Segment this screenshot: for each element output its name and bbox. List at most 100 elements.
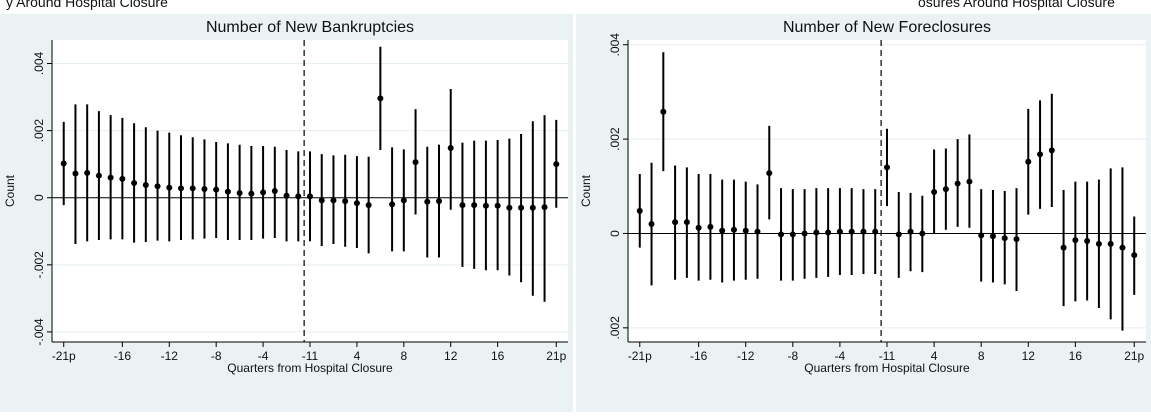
estimate-point xyxy=(1131,252,1138,259)
estimate-point xyxy=(872,228,879,235)
estimate-point xyxy=(518,204,525,211)
estimate-point xyxy=(836,228,843,235)
estimate-point xyxy=(1084,238,1091,245)
y-axis-label: Count xyxy=(579,174,593,207)
estimate-point xyxy=(1013,236,1020,243)
x-tick-label: -12 xyxy=(161,349,179,363)
estimate-point xyxy=(529,204,536,211)
estimate-point xyxy=(931,188,938,195)
estimate-point xyxy=(1119,244,1126,251)
estimate-point xyxy=(131,179,138,186)
estimate-point xyxy=(1037,151,1044,158)
bankruptcies-chart: Number of New Bankruptcies -.004 -.002 0 .00… xyxy=(3,19,568,375)
x-axis-label: Quarters from Hospital Closure xyxy=(227,361,393,375)
estimate-point xyxy=(283,192,290,199)
header-left-fragment: y Around Hospital Closure xyxy=(6,0,168,10)
estimate-point xyxy=(447,145,454,152)
estimate-point xyxy=(966,178,973,185)
x-tick-label: 16 xyxy=(1069,349,1083,363)
estimate-point xyxy=(295,193,302,200)
estimate-point xyxy=(778,231,785,238)
foreclosures-panel: Number of New Foreclosures .002 0 .002 .004 C… xyxy=(576,14,1151,412)
y-tick-label: .002 xyxy=(32,119,46,143)
estimate-point xyxy=(989,233,996,240)
estimate-point xyxy=(95,172,102,179)
y-tick-label: .002 xyxy=(608,127,622,151)
estimate-point xyxy=(895,231,902,238)
estimate-point xyxy=(166,184,173,191)
estimate-point xyxy=(307,193,313,200)
estimate-point xyxy=(471,202,478,209)
estimate-point xyxy=(107,174,114,181)
estimate-point xyxy=(1001,235,1008,242)
estimate-point xyxy=(459,202,466,209)
x-tick-label: -8 xyxy=(787,349,798,363)
y-tick-label: 0 xyxy=(32,194,46,201)
estimate-point xyxy=(789,231,796,238)
estimate-point xyxy=(695,224,702,231)
estimate-point xyxy=(648,221,655,228)
estimate-point xyxy=(813,229,820,236)
x-tick-label: -21p xyxy=(52,349,76,363)
estimate-point xyxy=(365,202,372,209)
estimate-point xyxy=(248,190,255,197)
estimate-point xyxy=(1048,147,1055,154)
estimate-point xyxy=(672,219,679,226)
estimate-point xyxy=(213,186,220,193)
estimate-point xyxy=(707,223,714,230)
x-tick-label: 12 xyxy=(444,349,458,363)
estimate-point xyxy=(412,159,419,166)
estimate-point xyxy=(353,200,360,207)
estimate-point xyxy=(742,227,749,234)
estimate-point xyxy=(1095,240,1102,247)
estimate-point xyxy=(84,169,91,176)
y-tick-label: -.004 xyxy=(32,318,46,346)
estimate-point xyxy=(494,202,501,209)
estimate-point xyxy=(719,227,726,234)
x-tick-label: 4 xyxy=(354,349,361,363)
estimate-point xyxy=(201,185,208,192)
estimate-point xyxy=(436,198,442,205)
estimate-point xyxy=(1060,244,1067,251)
estimate-point xyxy=(860,228,867,235)
estimate-point xyxy=(119,175,126,182)
estimate-point xyxy=(330,197,337,204)
estimate-point xyxy=(683,219,690,226)
estimate-point xyxy=(60,160,67,167)
x-tick-label: -16 xyxy=(690,349,708,363)
estimate-point xyxy=(400,197,407,204)
x-tick-label: -8 xyxy=(211,349,222,363)
estimate-point xyxy=(919,230,926,237)
estimate-point xyxy=(318,197,325,204)
x-tick-label: -12 xyxy=(737,349,755,363)
y-tick-label: 0 xyxy=(608,230,622,237)
estimate-point xyxy=(660,108,667,115)
estimate-point xyxy=(178,185,184,192)
estimate-point xyxy=(636,207,643,214)
y-axis-label: Count xyxy=(3,174,17,207)
estimate-point xyxy=(848,228,855,235)
estimate-point xyxy=(1072,237,1079,244)
estimate-point xyxy=(541,204,548,211)
estimate-point xyxy=(801,230,808,237)
estimate-point xyxy=(236,190,243,197)
estimate-point xyxy=(424,198,431,205)
x-tick-label: -4 xyxy=(835,349,846,363)
estimate-point xyxy=(766,170,773,177)
x-tick-label: 21p xyxy=(1124,349,1144,363)
estimate-point xyxy=(506,204,513,211)
x-tick-label: 4 xyxy=(931,349,938,363)
x-tick-label: -11 xyxy=(879,349,896,363)
y-tick-label: .004 xyxy=(32,51,46,75)
cropped-header: y Around Hospital Closure osures Around … xyxy=(0,0,1151,14)
x-tick-label: -11 xyxy=(302,349,319,363)
estimate-point xyxy=(754,228,761,235)
estimate-point xyxy=(154,183,161,190)
x-tick-label: -21p xyxy=(628,349,652,363)
y-tick-label: .004 xyxy=(608,33,622,57)
estimate-point xyxy=(978,232,985,239)
estimate-point xyxy=(907,228,914,235)
estimate-point xyxy=(954,180,961,187)
x-tick-label: 21p xyxy=(546,349,566,363)
